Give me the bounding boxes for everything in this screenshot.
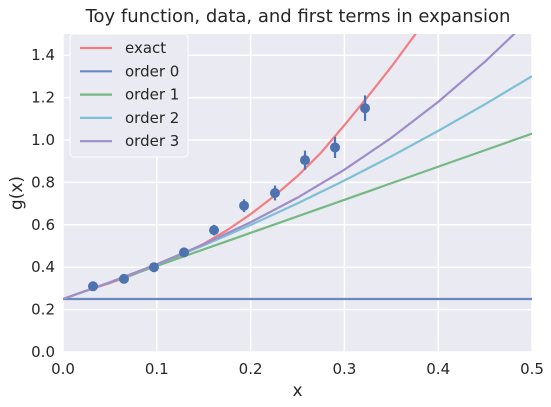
x-tick-label: 0.2 <box>239 360 263 378</box>
y-axis-label: g(x) <box>7 176 27 210</box>
data-point <box>300 155 311 166</box>
legend: exact order 0 order 1 order 2 order 3 <box>69 33 189 158</box>
legend-label: order 0 <box>125 62 179 80</box>
grid-lines <box>62 34 533 353</box>
data-point <box>148 262 159 273</box>
y-tick-label: 1.4 <box>31 46 55 64</box>
x-tick-label: 0.1 <box>145 360 169 378</box>
y-tick-label: 0.4 <box>31 258 55 276</box>
series-lines <box>63 34 532 301</box>
x-tick-label: 0.5 <box>520 360 544 378</box>
data-point <box>179 247 190 258</box>
legend-label: exact <box>125 39 166 57</box>
x-tick-label: 0.0 <box>51 360 75 378</box>
legend-label: order 2 <box>125 109 179 127</box>
legend-label: order 3 <box>125 132 179 150</box>
y-tick-label: 0.8 <box>31 173 55 191</box>
data-point <box>118 273 129 284</box>
x-tick-label: 0.3 <box>332 360 356 378</box>
legend-box <box>69 33 189 158</box>
x-tick-label: 0.4 <box>426 360 450 378</box>
data-point <box>88 281 99 292</box>
data-point <box>360 103 371 114</box>
y-tick-label: 0.6 <box>31 216 55 234</box>
series-line-order-3 <box>63 34 516 301</box>
legend-label: order 1 <box>125 86 179 104</box>
y-tick-label: 1.0 <box>31 131 55 149</box>
y-tick-label: 1.2 <box>31 89 55 107</box>
y-tick-label: 0.2 <box>31 301 55 319</box>
chart-title: Toy function, data, and first terms in e… <box>85 6 511 27</box>
y-tick-label: 0.0 <box>31 343 55 361</box>
data-points <box>88 95 371 292</box>
data-point <box>269 188 280 198</box>
x-axis-label: x <box>292 381 302 401</box>
data-point <box>209 225 220 236</box>
tick-labels: 0.0 0.1 0.2 0.3 0.4 0.5 0.0 0.2 0.4 0.6 0.8 1.0 1.2 1… <box>31 46 544 378</box>
data-point <box>239 200 250 211</box>
data-point <box>330 142 341 153</box>
